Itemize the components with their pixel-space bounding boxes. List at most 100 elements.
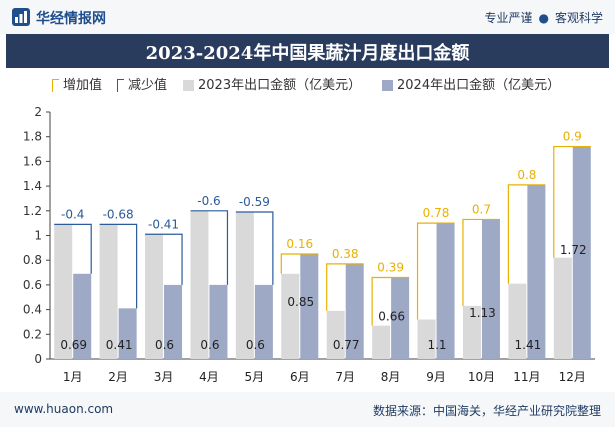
slogan-dot-icon: ● [538,11,549,25]
value-label-2024: 1.41 [515,338,542,352]
bar-2024 [254,284,273,359]
x-tick-label: 12月 [559,370,586,384]
bar-2024 [345,263,364,359]
decrease-bracket [235,211,274,285]
y-tick-label: 0.4 [23,303,42,317]
y-tick-label: 0 [34,352,42,366]
bar-2024 [481,219,500,359]
x-tick-label: 2月 [108,370,128,384]
legend-label-2023: 2023年出口金额（亿美元） [198,78,362,93]
increase-bracket [416,222,455,320]
bar-2023 [281,273,300,359]
bar-2024 [300,254,319,359]
y-tick-label: 1.6 [23,154,42,168]
change-label: 0.39 [377,260,404,274]
legend-decrease-icon [117,79,124,92]
y-tick-label: 1.8 [23,130,42,144]
increase-bracket [280,253,319,274]
title-bar: 2023-2024年中国果蔬汁月度出口金额 [6,34,609,68]
bar-2024 [391,277,410,359]
x-tick-label: 5月 [245,370,265,384]
legend-item-2024: 2024年出口金额（亿美元） [382,74,560,93]
change-label: -0.6 [197,194,220,208]
x-tick-label: 8月 [381,370,401,384]
change-label: 0.8 [517,168,536,182]
y-tick-label: 1 [34,229,42,243]
y-tick-label: 1.4 [23,179,42,193]
legend-label-increase: 增加值 [63,78,103,93]
change-label: -0.41 [148,217,179,231]
value-label-2024: 0.6 [155,338,174,352]
legend-label-decrease: 减少值 [128,78,168,93]
brand-name[interactable]: 华经情报网 [36,11,106,27]
footer: www.huaon.com 数据来源：中国海关，华经产业研究院整理 [0,392,615,427]
decrease-bracket [190,210,229,285]
bar-2024 [118,308,137,359]
legend-item-increase: 增加值 [52,74,102,93]
bar-2024 [209,284,228,359]
bar-2023 [462,305,481,359]
increase-bracket [326,263,364,311]
decrease-bracket [145,233,183,285]
slogan-left: 专业严谨 [484,11,533,25]
footer-source: 数据来源：中国海关，华经产业研究院整理 [372,404,601,418]
bar-2023 [99,224,118,359]
bar-2023 [54,224,73,359]
increase-bracket [507,184,546,284]
brand-logo-icon [12,8,30,26]
slogan-right: 客观科学 [554,11,603,25]
value-label-2024: 0.6 [246,338,265,352]
bar-2023 [145,234,164,359]
chart-legend: 增加值 减少值 2023年出口金额（亿美元） 2024年出口金额（亿美元） [0,72,615,93]
legend-2024-swatch [382,80,393,91]
legend-item-decrease: 减少值 [117,74,167,93]
value-label-2024: 1.1 [427,338,446,352]
top-bar: 华经情报网 专业严谨 ● 客观科学 [0,0,615,34]
value-label-2024: 1.72 [560,243,587,257]
x-tick-label: 11月 [513,370,540,384]
y-tick-label: 1.2 [23,204,42,218]
change-label: 0.78 [423,206,450,220]
bar-2023 [372,325,391,359]
legend-increase-icon [52,79,59,92]
bar-2023 [190,210,209,359]
increase-bracket [462,218,500,306]
bar-2024 [527,184,546,359]
change-label: -0.68 [103,207,134,221]
bar-2023 [326,310,345,359]
increase-bracket [371,276,410,326]
y-tick-label: 0.8 [23,253,42,267]
change-label: 0.38 [332,247,359,261]
bar-2023 [417,319,436,359]
y-tick-label: 2 [34,105,42,119]
legend-label-2024: 2024年出口金额（亿美元） [397,78,561,93]
bar-2024 [572,146,591,359]
x-tick-label: 4月 [199,370,219,384]
x-tick-label: 3月 [154,370,174,384]
x-tick-label: 10月 [468,370,495,384]
value-label-2024: 0.69 [60,338,87,352]
value-label-2024: 0.41 [106,338,133,352]
change-label: -0.59 [239,195,270,209]
bar-2023 [553,257,572,359]
decrease-bracket [54,223,92,274]
footer-website[interactable]: www.huaon.com [14,402,114,416]
bar-2023 [508,283,527,359]
x-tick-label: 9月 [426,370,446,384]
change-label: -0.4 [61,207,84,221]
y-tick-label: 0.6 [23,278,42,292]
chart-title: 2023-2024年中国果蔬汁月度出口金额 [145,43,470,64]
x-tick-label: 1月 [63,370,83,384]
bar-2024 [73,273,92,359]
decrease-bracket [99,223,138,309]
change-label: 0.16 [286,237,313,251]
bar-2024 [436,223,455,359]
bar-2023 [235,212,254,359]
increase-bracket [553,145,591,258]
legend-item-2023: 2023年出口金额（亿美元） [183,74,361,93]
value-label-2024: 1.13 [469,306,496,320]
x-tick-label: 6月 [290,370,310,384]
value-label-2024: 0.66 [378,310,405,324]
change-label: 0.9 [563,130,582,144]
